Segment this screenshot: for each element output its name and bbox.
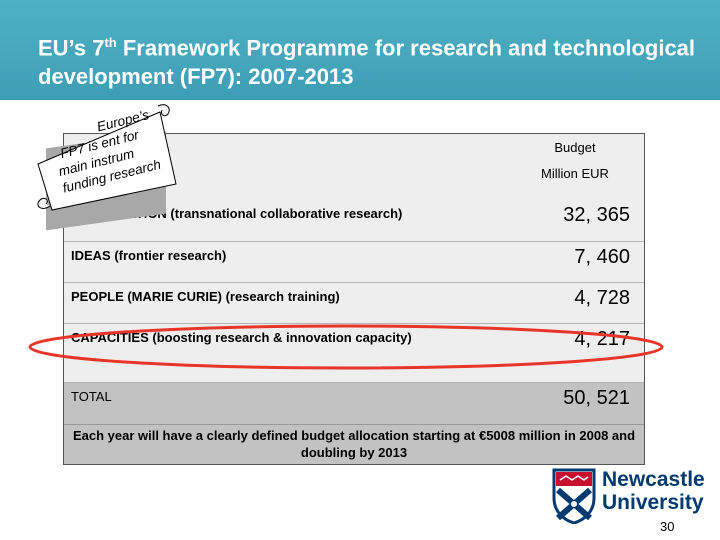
title-band: EU’s 7th Framework Programme for researc…	[0, 0, 720, 100]
budget-column-header: Budget Million EUR	[541, 140, 609, 181]
crest-icon	[552, 468, 596, 524]
page-number: 30	[660, 519, 675, 534]
row-value: 7, 460	[574, 246, 630, 268]
row-value: 4, 728	[574, 287, 630, 309]
table-row-total: TOTAL 50, 521	[64, 382, 644, 424]
row-label: CAPACITIES (boosting research & innovati…	[71, 330, 412, 345]
table-row: PEOPLE (MARIE CURIE) (research training)…	[64, 282, 644, 323]
row-label: IDEAS (frontier research)	[71, 248, 227, 263]
slide-title: EU’s 7th Framework Programme for researc…	[38, 35, 696, 90]
logo-text: Newcastle University	[602, 468, 705, 514]
scroll-note-graphic	[37, 104, 177, 211]
row-label: TOTAL	[71, 389, 112, 404]
row-value: 32, 365	[563, 204, 630, 226]
table-row: CAPACITIES (boosting research & innovati…	[64, 323, 644, 364]
table-row: IDEAS (frontier research) 7, 460	[64, 241, 644, 282]
table-footnote: Each year will have a clearly defined bu…	[64, 424, 644, 464]
row-label: PEOPLE (MARIE CURIE) (research training)	[71, 289, 340, 304]
newcastle-university-logo: Newcastle University	[552, 460, 710, 526]
row-value: 50, 521	[563, 387, 630, 409]
row-value: 4, 217	[574, 328, 630, 350]
